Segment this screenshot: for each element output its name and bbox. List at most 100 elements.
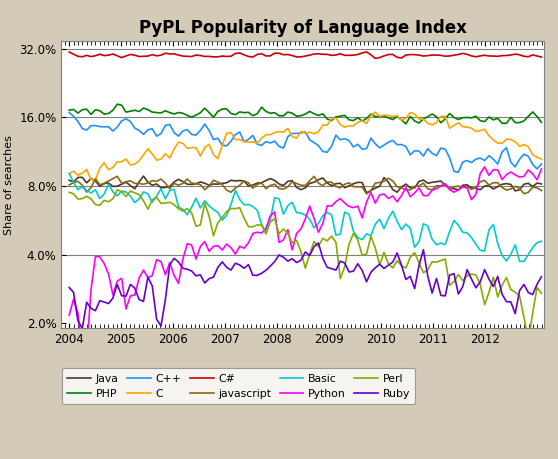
Java — [324, 180, 330, 186]
Python — [66, 313, 73, 318]
Basic — [521, 258, 527, 264]
PHP — [114, 101, 121, 107]
Basic — [223, 213, 230, 218]
Line: PHP: PHP — [69, 104, 541, 124]
Line: C++: C++ — [69, 112, 541, 172]
javascript — [324, 179, 330, 185]
Basic — [320, 213, 326, 218]
PHP — [324, 116, 330, 122]
Line: C: C — [69, 112, 541, 180]
Java — [228, 178, 234, 183]
Perl — [201, 201, 208, 206]
Basic — [101, 191, 108, 197]
C — [66, 171, 73, 177]
Python — [201, 239, 208, 244]
Line: Basic: Basic — [69, 174, 541, 261]
Perl — [324, 238, 330, 244]
Python — [328, 203, 335, 209]
C — [385, 113, 392, 118]
Ruby — [315, 240, 322, 246]
PHP — [228, 111, 234, 116]
C++ — [455, 169, 461, 175]
Java — [328, 183, 335, 189]
C# — [66, 49, 73, 55]
PHP — [538, 120, 545, 125]
Perl — [538, 291, 545, 296]
C# — [372, 56, 379, 61]
C# — [385, 52, 392, 57]
C++ — [66, 110, 73, 115]
Python — [228, 245, 234, 250]
Java — [66, 178, 73, 183]
C++ — [197, 128, 204, 133]
Perl — [228, 206, 234, 212]
Basic — [66, 171, 73, 176]
PHP — [381, 113, 387, 119]
Perl — [114, 187, 121, 192]
C — [105, 167, 112, 173]
Line: Java: Java — [69, 176, 541, 193]
Perl — [66, 190, 73, 195]
Line: javascript: javascript — [69, 176, 541, 194]
Java — [538, 181, 545, 187]
C — [372, 109, 379, 115]
PHP — [101, 111, 108, 117]
Java — [140, 174, 147, 179]
C++ — [101, 124, 108, 129]
Java — [385, 179, 392, 185]
Legend: Java, PHP, C++, C, C#, javascript, Basic, Python, Perl, Ruby: Java, PHP, C++, C, C#, javascript, Basic… — [62, 368, 415, 404]
Python — [481, 164, 488, 170]
C# — [223, 54, 230, 59]
Basic — [324, 210, 330, 215]
Ruby — [385, 263, 392, 268]
javascript — [114, 174, 121, 179]
C — [92, 177, 99, 183]
Perl — [525, 338, 532, 344]
Perl — [101, 198, 108, 203]
C# — [538, 54, 545, 60]
Ruby — [66, 285, 73, 290]
C++ — [324, 150, 330, 155]
C++ — [223, 143, 230, 149]
javascript — [101, 181, 108, 186]
PHP — [201, 106, 208, 111]
PHP — [328, 118, 335, 123]
Ruby — [228, 267, 234, 273]
Y-axis label: Share of searches: Share of searches — [4, 135, 14, 235]
Basic — [376, 217, 383, 222]
C# — [197, 53, 204, 58]
C — [201, 145, 208, 151]
Line: C#: C# — [69, 52, 541, 58]
Java — [201, 180, 208, 186]
Python — [79, 349, 85, 354]
javascript — [228, 190, 234, 195]
javascript — [328, 179, 335, 185]
Title: PyPL Popularity of Language Index: PyPL Popularity of Language Index — [139, 19, 466, 37]
C — [324, 123, 330, 128]
C++ — [538, 161, 545, 167]
Python — [381, 191, 387, 197]
C# — [320, 51, 326, 57]
C — [328, 116, 335, 122]
javascript — [385, 175, 392, 181]
Python — [538, 166, 545, 172]
Line: Python: Python — [69, 167, 541, 352]
Line: Perl: Perl — [69, 190, 541, 341]
Ruby — [201, 280, 208, 286]
javascript — [363, 191, 370, 196]
C++ — [376, 145, 383, 151]
Basic — [538, 239, 545, 244]
Ruby — [333, 268, 339, 273]
Ruby — [105, 301, 112, 306]
javascript — [66, 182, 73, 188]
Perl — [381, 250, 387, 255]
Perl — [328, 233, 335, 239]
Python — [324, 203, 330, 208]
Python — [105, 271, 112, 277]
Basic — [197, 205, 204, 211]
PHP — [66, 107, 73, 113]
C — [538, 157, 545, 162]
C — [228, 130, 234, 135]
javascript — [538, 188, 545, 193]
Java — [101, 181, 108, 186]
